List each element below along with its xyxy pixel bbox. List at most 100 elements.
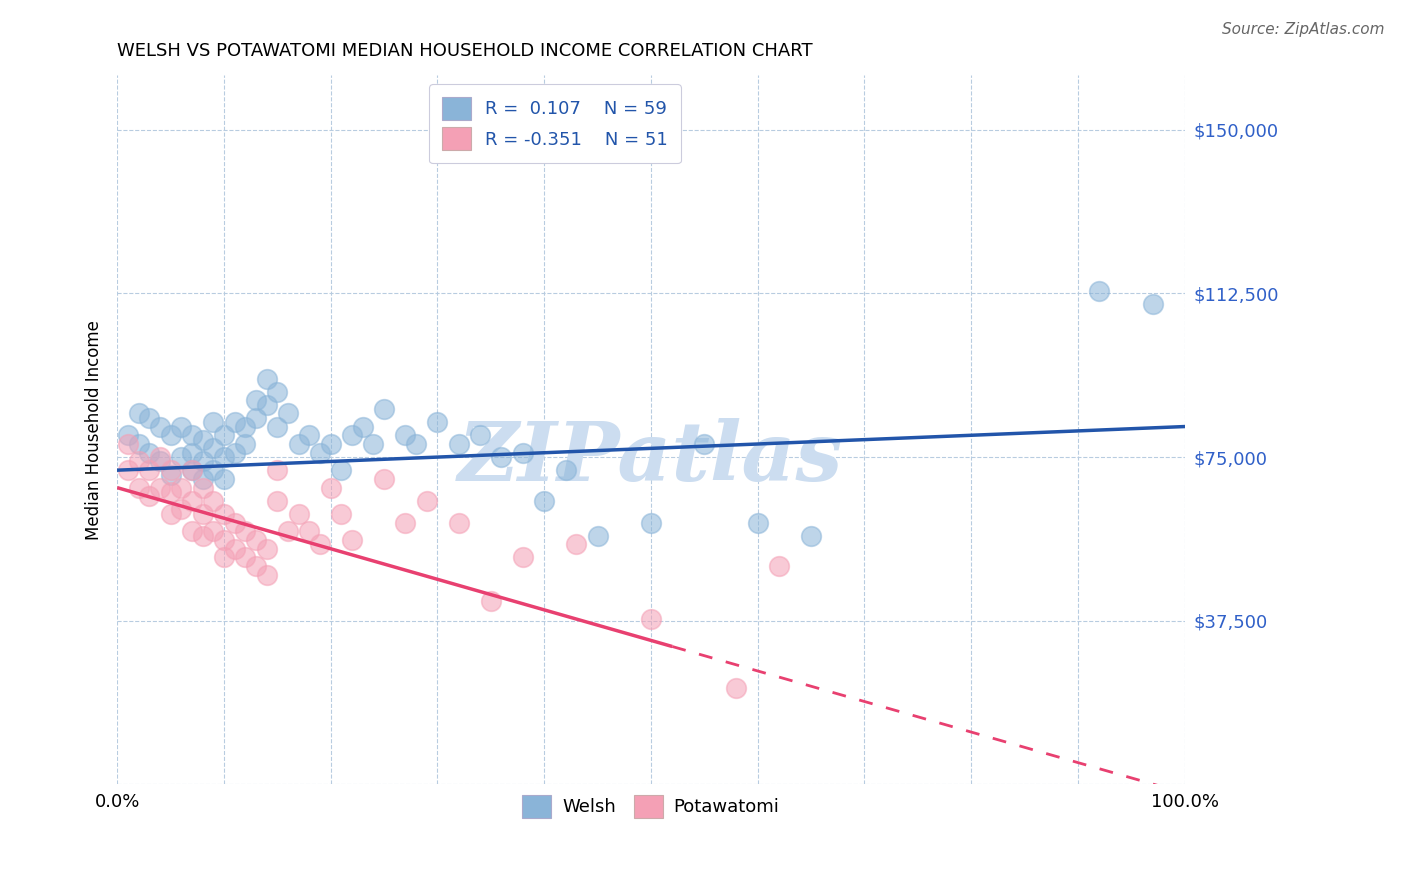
Point xyxy=(180,493,202,508)
Point xyxy=(138,410,160,425)
Point xyxy=(202,463,225,477)
Point xyxy=(245,559,267,574)
Point xyxy=(640,516,662,530)
Point xyxy=(340,428,363,442)
Point xyxy=(373,402,395,417)
Point xyxy=(1142,297,1164,311)
Point xyxy=(394,516,416,530)
Point xyxy=(159,467,181,482)
Point xyxy=(266,419,288,434)
Point xyxy=(191,507,214,521)
Point xyxy=(266,493,288,508)
Point xyxy=(479,594,502,608)
Point xyxy=(309,537,332,551)
Point xyxy=(170,481,193,495)
Point xyxy=(277,524,299,539)
Point xyxy=(138,446,160,460)
Point xyxy=(277,407,299,421)
Point xyxy=(224,516,246,530)
Point xyxy=(180,463,202,477)
Point xyxy=(159,485,181,500)
Point xyxy=(256,371,278,385)
Point xyxy=(202,524,225,539)
Point xyxy=(394,428,416,442)
Point xyxy=(180,428,202,442)
Point xyxy=(298,428,321,442)
Point xyxy=(768,559,790,574)
Point xyxy=(245,533,267,547)
Point xyxy=(159,428,181,442)
Point xyxy=(512,550,534,565)
Point xyxy=(256,568,278,582)
Point xyxy=(170,419,193,434)
Point xyxy=(138,489,160,503)
Point xyxy=(202,493,225,508)
Point xyxy=(586,529,609,543)
Point xyxy=(224,446,246,460)
Point xyxy=(640,611,662,625)
Point xyxy=(1088,285,1111,299)
Point xyxy=(117,428,139,442)
Point xyxy=(266,463,288,477)
Text: Source: ZipAtlas.com: Source: ZipAtlas.com xyxy=(1222,22,1385,37)
Point xyxy=(352,419,374,434)
Point xyxy=(340,533,363,547)
Point xyxy=(128,407,150,421)
Point xyxy=(287,437,309,451)
Point xyxy=(191,454,214,468)
Point xyxy=(319,437,342,451)
Point xyxy=(363,437,385,451)
Point xyxy=(212,450,235,464)
Point xyxy=(405,437,427,451)
Point xyxy=(266,384,288,399)
Point xyxy=(298,524,321,539)
Point xyxy=(533,493,555,508)
Point xyxy=(256,541,278,556)
Point xyxy=(491,450,513,464)
Point xyxy=(191,433,214,447)
Point xyxy=(416,493,439,508)
Point xyxy=(245,410,267,425)
Point xyxy=(191,481,214,495)
Point xyxy=(447,516,470,530)
Point xyxy=(128,481,150,495)
Point xyxy=(202,415,225,429)
Point xyxy=(224,541,246,556)
Text: WELSH VS POTAWATOMI MEDIAN HOUSEHOLD INCOME CORRELATION CHART: WELSH VS POTAWATOMI MEDIAN HOUSEHOLD INC… xyxy=(117,42,813,60)
Point xyxy=(224,415,246,429)
Point xyxy=(512,446,534,460)
Point xyxy=(565,537,588,551)
Point xyxy=(319,481,342,495)
Point xyxy=(373,472,395,486)
Point xyxy=(245,393,267,408)
Point xyxy=(149,481,172,495)
Point xyxy=(212,507,235,521)
Point xyxy=(468,428,491,442)
Point xyxy=(233,437,256,451)
Point xyxy=(159,463,181,477)
Point xyxy=(212,533,235,547)
Legend: Welsh, Potawatomi: Welsh, Potawatomi xyxy=(515,788,787,825)
Point xyxy=(149,454,172,468)
Point xyxy=(725,681,748,696)
Point xyxy=(212,550,235,565)
Point xyxy=(149,419,172,434)
Point xyxy=(128,454,150,468)
Point xyxy=(233,550,256,565)
Point xyxy=(554,463,576,477)
Point xyxy=(212,428,235,442)
Point xyxy=(693,437,716,451)
Point xyxy=(233,419,256,434)
Point xyxy=(180,524,202,539)
Point xyxy=(202,442,225,456)
Y-axis label: Median Household Income: Median Household Income xyxy=(86,320,103,540)
Point xyxy=(170,502,193,516)
Point xyxy=(287,507,309,521)
Point xyxy=(117,437,139,451)
Point xyxy=(117,463,139,477)
Point xyxy=(309,446,332,460)
Point xyxy=(426,415,449,429)
Point xyxy=(800,529,823,543)
Point xyxy=(256,398,278,412)
Point xyxy=(180,463,202,477)
